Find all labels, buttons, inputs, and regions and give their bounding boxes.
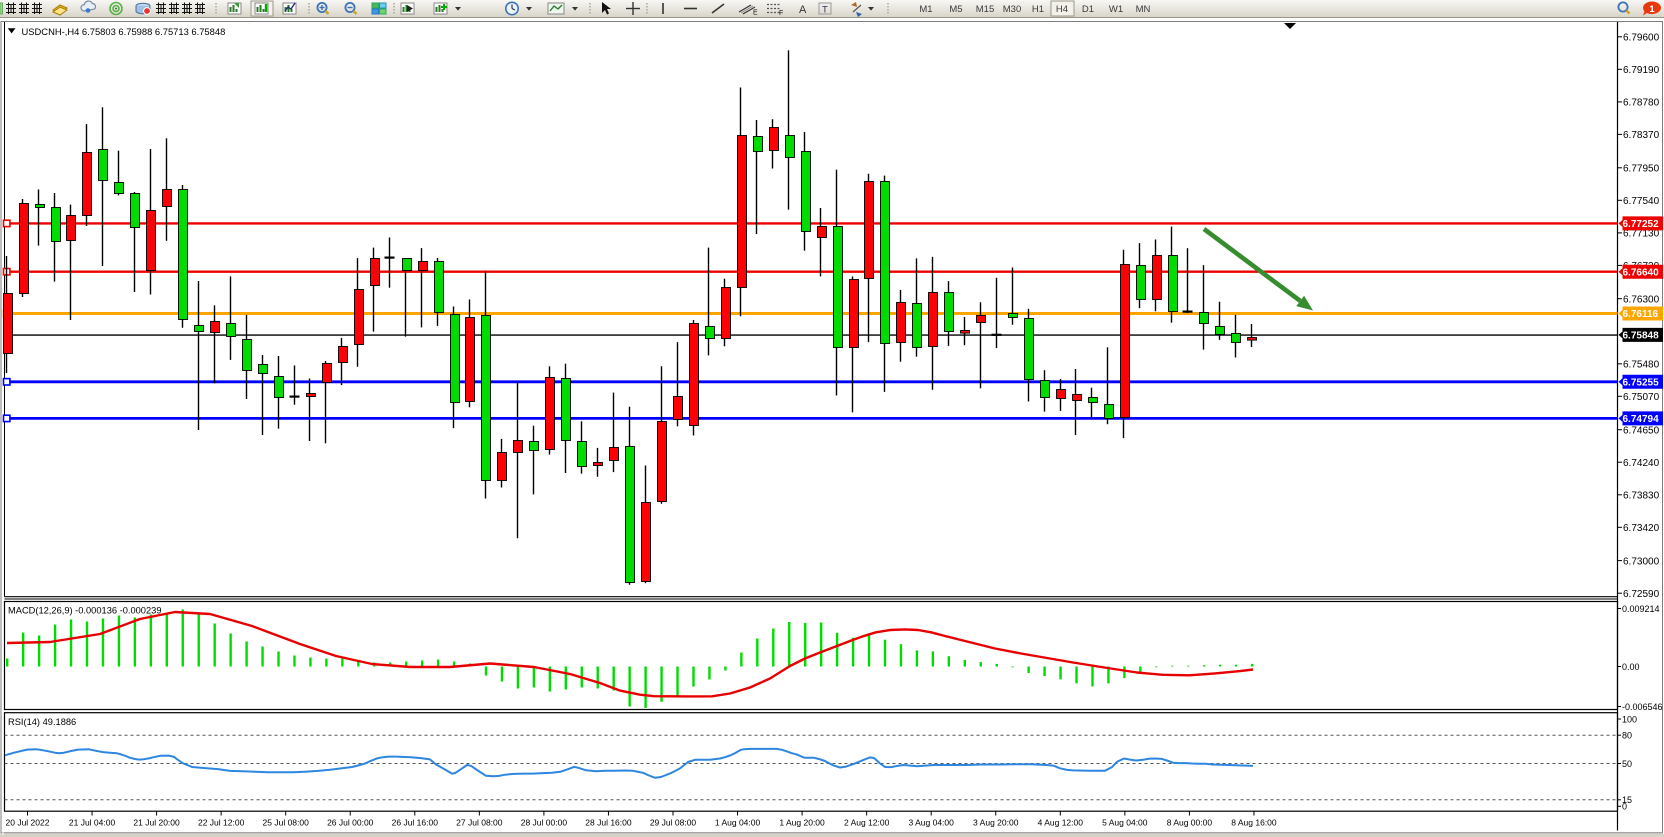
svg-text:6.76640: 6.76640 [1623,267,1660,278]
svg-text:26 Jul 16:00: 26 Jul 16:00 [392,818,439,828]
svg-text:1: 1 [1649,4,1655,15]
svg-text:4 Aug 12:00: 4 Aug 12:00 [1038,818,1084,828]
svg-text:8 Aug 00:00: 8 Aug 00:00 [1167,818,1213,828]
svg-text:15: 15 [1622,795,1632,805]
svg-text:6.74240: 6.74240 [1623,458,1660,469]
svg-text:W1: W1 [1109,4,1123,15]
svg-text:27 Jul 08:00: 27 Jul 08:00 [456,818,503,828]
svg-text:M30: M30 [1003,4,1021,15]
svg-text:6.77950: 6.77950 [1623,164,1660,175]
svg-text:100: 100 [1622,714,1637,724]
svg-text:29 Jul 08:00: 29 Jul 08:00 [650,818,697,828]
svg-text:H1: H1 [1032,4,1044,15]
svg-text:6.78370: 6.78370 [1623,130,1660,141]
svg-text:6.73830: 6.73830 [1623,491,1660,502]
svg-text:6.72590: 6.72590 [1623,589,1660,600]
svg-text:1 Aug 04:00: 1 Aug 04:00 [715,818,761,828]
svg-text:6.73420: 6.73420 [1623,523,1660,534]
svg-text:MN: MN [1136,4,1151,15]
svg-text:6.78780: 6.78780 [1623,98,1660,109]
svg-text:21 Jul 20:00: 21 Jul 20:00 [133,818,180,828]
svg-text:M15: M15 [976,4,994,15]
svg-text:USDCNH-,H4 6.75803 6.75988 6.: USDCNH-,H4 6.75803 6.75988 6.75713 6.758… [22,26,226,37]
svg-text:D1: D1 [1082,4,1094,15]
svg-text:25 Jul 08:00: 25 Jul 08:00 [263,818,310,828]
svg-text:6.77130: 6.77130 [1623,229,1660,240]
svg-text:2 Aug 12:00: 2 Aug 12:00 [844,818,890,828]
svg-text:5 Aug 04:00: 5 Aug 04:00 [1102,818,1148,828]
svg-text:A: A [799,4,807,16]
svg-text:6.79600: 6.79600 [1623,33,1660,44]
svg-text:6.75480: 6.75480 [1623,360,1660,371]
svg-text:6.75070: 6.75070 [1623,392,1660,403]
svg-text:0.00: 0.00 [1622,662,1640,672]
svg-text:6.77252: 6.77252 [1623,219,1660,230]
svg-text:6.76300: 6.76300 [1623,294,1660,305]
svg-text:M1: M1 [919,4,932,15]
svg-text:6.74794: 6.74794 [1623,414,1660,425]
svg-text:M5: M5 [949,4,962,15]
svg-text:6.73000: 6.73000 [1623,556,1660,567]
svg-text:E: E [753,10,758,17]
svg-text:50: 50 [1622,759,1632,769]
svg-text:3 Aug 20:00: 3 Aug 20:00 [973,818,1019,828]
svg-text:20 Jul 2022: 20 Jul 2022 [6,818,50,828]
svg-text:6.79190: 6.79190 [1623,65,1660,76]
svg-text:28 Jul 00:00: 28 Jul 00:00 [521,818,568,828]
svg-text:H4: H4 [1056,4,1068,15]
svg-text:6.74650: 6.74650 [1623,425,1660,436]
svg-text:22 Jul 12:00: 22 Jul 12:00 [198,818,245,828]
svg-text:28 Jul 16:00: 28 Jul 16:00 [585,818,632,828]
svg-text:6.75848: 6.75848 [1623,331,1660,342]
svg-text:6.77540: 6.77540 [1623,196,1660,207]
svg-text:1 Aug 20:00: 1 Aug 20:00 [779,818,825,828]
svg-text:-0.006546: -0.006546 [1622,702,1663,712]
svg-text:0.009214: 0.009214 [1622,604,1660,614]
svg-text:0: 0 [1622,802,1627,812]
svg-text:8 Aug 16:00: 8 Aug 16:00 [1231,818,1277,828]
svg-text:6.76116: 6.76116 [1623,309,1659,320]
svg-text:80: 80 [1622,731,1632,741]
svg-text:RSI(14) 49.1886: RSI(14) 49.1886 [8,717,76,727]
svg-text:21 Jul 04:00: 21 Jul 04:00 [69,818,116,828]
svg-text:26 Jul 00:00: 26 Jul 00:00 [327,818,374,828]
svg-text:T: T [822,5,828,16]
svg-text:F: F [779,10,783,17]
svg-text:MACD(12,26,9) -0.000136 -0.000: MACD(12,26,9) -0.000136 -0.000239 [8,606,162,616]
svg-text:3 Aug 04:00: 3 Aug 04:00 [909,818,955,828]
svg-text:6.75255: 6.75255 [1623,378,1660,389]
